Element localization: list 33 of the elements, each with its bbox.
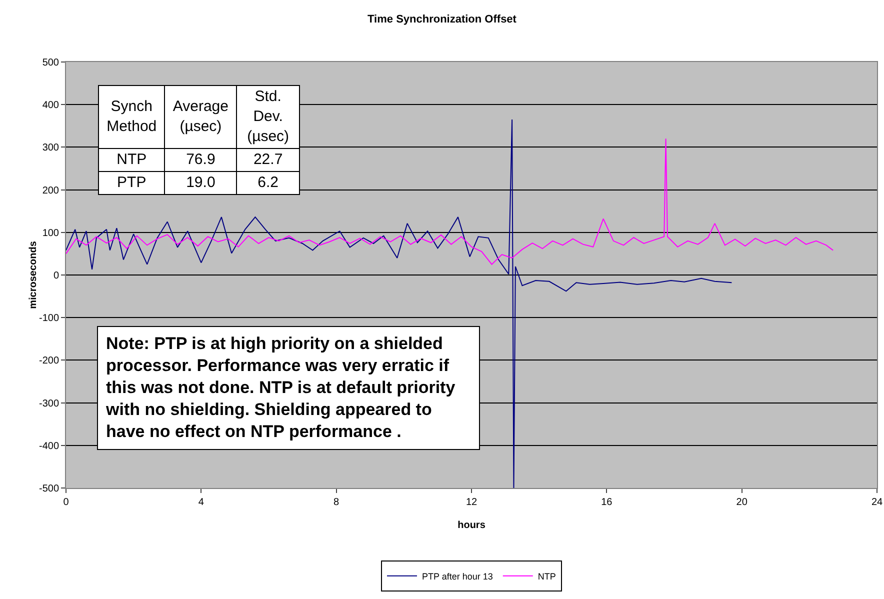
annotation: PTP [98, 172, 165, 194]
y-tick-label: -400 [38, 440, 60, 452]
x-tick-label: 12 [466, 497, 478, 508]
legend-label: NTP [538, 571, 556, 582]
y-tick-label: 500 [42, 58, 60, 68]
x-tick-label: 16 [601, 497, 613, 508]
annotation: 19.0 [164, 172, 237, 194]
x-tick-label: 8 [334, 497, 340, 508]
annotation: Synch Method [98, 86, 165, 148]
y-tick-label: 0 [53, 270, 60, 282]
annotation: 22.7 [236, 148, 300, 172]
y-tick-label: 400 [42, 100, 60, 112]
x-tick-label: 0 [63, 497, 70, 508]
annotation: Note: PTP is at high priority on a shielded processor. Performance was very erratic if this was not done. NTP is at default priority with no shielding. Shielding appeared to have no effect on NTP performance . [97, 326, 480, 450]
y-axis-title: microseconds [28, 240, 39, 309]
x-tick-label: 24 [871, 497, 883, 508]
x-tick-label: 20 [736, 497, 748, 508]
legend-label: PTP after hour 13 [422, 571, 493, 582]
y-tick-label: -300 [38, 398, 60, 410]
annotation: Average (µsec) [164, 86, 237, 148]
annotation: 6.2 [236, 172, 300, 194]
y-tick-label: 100 [42, 228, 60, 239]
annotation: 76.9 [164, 148, 237, 172]
x-axis-title: hours [458, 520, 486, 531]
y-tick-label: 300 [42, 142, 60, 154]
y-tick-label: -200 [38, 356, 60, 367]
chart-title: Time Synchronization Offset [368, 14, 517, 26]
y-tick-label: -500 [38, 484, 60, 494]
y-tick-label: -100 [38, 313, 60, 324]
x-tick-label: 4 [198, 497, 204, 508]
annotation: Std. Dev. (µsec) [236, 86, 300, 148]
annotation: NTP [98, 148, 165, 172]
y-tick-label: 200 [42, 185, 60, 196]
